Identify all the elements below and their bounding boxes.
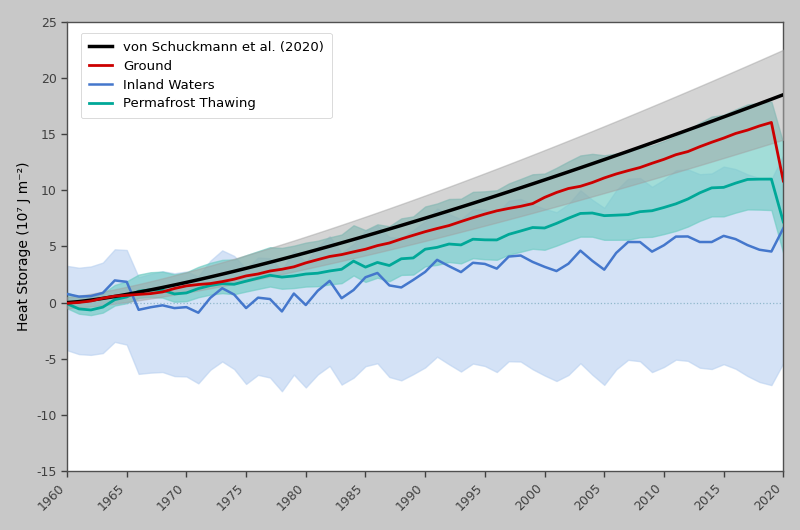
- Legend: von Schuckmann et al. (2020), Ground, Inland Waters, Permafrost Thawing: von Schuckmann et al. (2020), Ground, In…: [81, 33, 332, 118]
- Y-axis label: Heat Storage (10⁷ J m⁻²): Heat Storage (10⁷ J m⁻²): [17, 162, 30, 331]
